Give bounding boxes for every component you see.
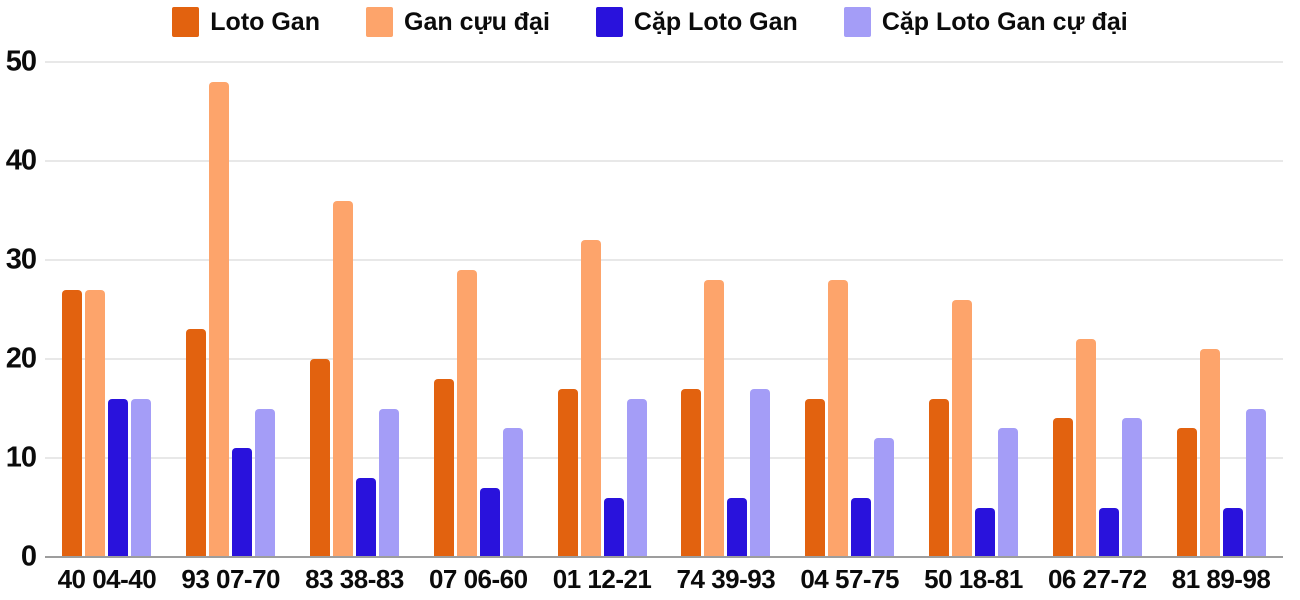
bar-group <box>912 62 1036 557</box>
bar[interactable] <box>85 289 106 557</box>
bar[interactable] <box>1098 507 1119 557</box>
bar[interactable] <box>1075 339 1096 557</box>
bar[interactable] <box>557 388 578 557</box>
bar[interactable] <box>805 398 826 557</box>
bar[interactable] <box>851 497 872 557</box>
bar-group <box>1159 62 1283 557</box>
y-axis: 0 10 20 30 40 50 <box>0 46 37 573</box>
bar-group <box>45 62 169 557</box>
y-tick-label: 40 <box>5 144 37 177</box>
bar[interactable] <box>1199 349 1220 557</box>
bar[interactable] <box>580 240 601 557</box>
bar[interactable] <box>874 438 895 557</box>
bar[interactable] <box>974 507 995 557</box>
gridline <box>45 259 1283 261</box>
bar[interactable] <box>828 279 849 557</box>
x-tick-label: 04 57-75 <box>800 564 899 594</box>
gridline <box>45 358 1283 360</box>
bar[interactable] <box>997 428 1018 557</box>
bar[interactable] <box>378 408 399 557</box>
x-axis: 40 04-40 93 07-70 83 38-83 07 06-60 01 12-21… <box>45 564 1283 595</box>
y-tick-label: 10 <box>5 441 37 474</box>
bar[interactable] <box>1052 418 1073 557</box>
legend-label: Cặp Loto Gan <box>633 8 798 36</box>
x-tick-label: 40 04-40 <box>57 564 157 594</box>
bar[interactable] <box>928 398 949 557</box>
legend-swatch-icon <box>366 7 393 37</box>
bar[interactable] <box>1222 507 1243 557</box>
legend-item[interactable]: Gan cựu đại <box>366 7 550 37</box>
bar[interactable] <box>681 388 702 557</box>
legend-swatch-icon <box>595 7 623 37</box>
bar-group <box>788 62 912 557</box>
y-tick-label: 30 <box>5 243 37 276</box>
plot-area <box>45 61 1283 558</box>
bar[interactable] <box>433 378 454 557</box>
bar-group <box>293 62 417 557</box>
bar-group <box>169 62 293 557</box>
legend-label: Loto Gan <box>210 8 320 36</box>
bar[interactable] <box>727 497 748 557</box>
x-tick-label: 01 12-21 <box>552 564 652 594</box>
bar-group <box>540 62 664 557</box>
y-tick-label: 20 <box>5 342 37 375</box>
x-tick-label: 06 27-72 <box>1047 564 1147 594</box>
gridline <box>45 457 1283 459</box>
bar[interactable] <box>1121 418 1142 557</box>
bar[interactable] <box>479 487 500 557</box>
gridline <box>45 61 1283 63</box>
bar[interactable] <box>355 477 376 557</box>
x-tick-label: 81 89-98 <box>1171 564 1271 594</box>
legend-item[interactable]: Loto Gan <box>172 7 320 37</box>
y-tick-label: 50 <box>5 45 37 78</box>
legend-label: Cặp Loto Gan cự đại <box>881 8 1128 36</box>
bar[interactable] <box>1176 428 1197 557</box>
bar[interactable] <box>232 448 253 557</box>
bar[interactable] <box>502 428 523 557</box>
bar[interactable] <box>309 359 330 557</box>
bar[interactable] <box>1245 408 1266 557</box>
bar[interactable] <box>255 408 276 557</box>
bar[interactable] <box>108 398 129 557</box>
y-tick-label: 0 <box>20 540 37 573</box>
bar[interactable] <box>209 81 230 557</box>
x-tick-label: 83 38-83 <box>305 564 404 594</box>
bar-group <box>416 62 540 557</box>
legend-item[interactable]: Cặp Loto Gan cự đại <box>843 7 1128 37</box>
bar[interactable] <box>750 388 771 557</box>
x-tick-label: 50 18-81 <box>924 564 1023 594</box>
x-axis-baseline <box>45 556 1283 558</box>
bar[interactable] <box>626 398 647 557</box>
legend-swatch-icon <box>172 7 200 37</box>
bar[interactable] <box>332 200 353 557</box>
bar[interactable] <box>456 269 477 557</box>
bar[interactable] <box>131 398 152 557</box>
x-tick-label: 74 39-93 <box>676 564 776 594</box>
bar-group <box>1035 62 1159 557</box>
x-tick-label: 07 06-60 <box>428 564 528 594</box>
bar-group <box>664 62 788 557</box>
legend: Loto Gan Gan cựu đại Cặp Loto Gan Cặp Loto … <box>0 7 1300 37</box>
bar[interactable] <box>951 299 972 557</box>
bar[interactable] <box>186 329 207 557</box>
gridline <box>45 160 1283 162</box>
bar[interactable] <box>704 279 725 557</box>
bar[interactable] <box>62 289 83 557</box>
x-tick-label: 93 07-70 <box>181 564 281 594</box>
legend-swatch-icon <box>843 7 871 37</box>
legend-label: Gan cựu đại <box>404 8 550 36</box>
bar[interactable] <box>603 497 624 557</box>
bars-layer <box>45 62 1283 557</box>
legend-item[interactable]: Cặp Loto Gan <box>595 7 798 37</box>
